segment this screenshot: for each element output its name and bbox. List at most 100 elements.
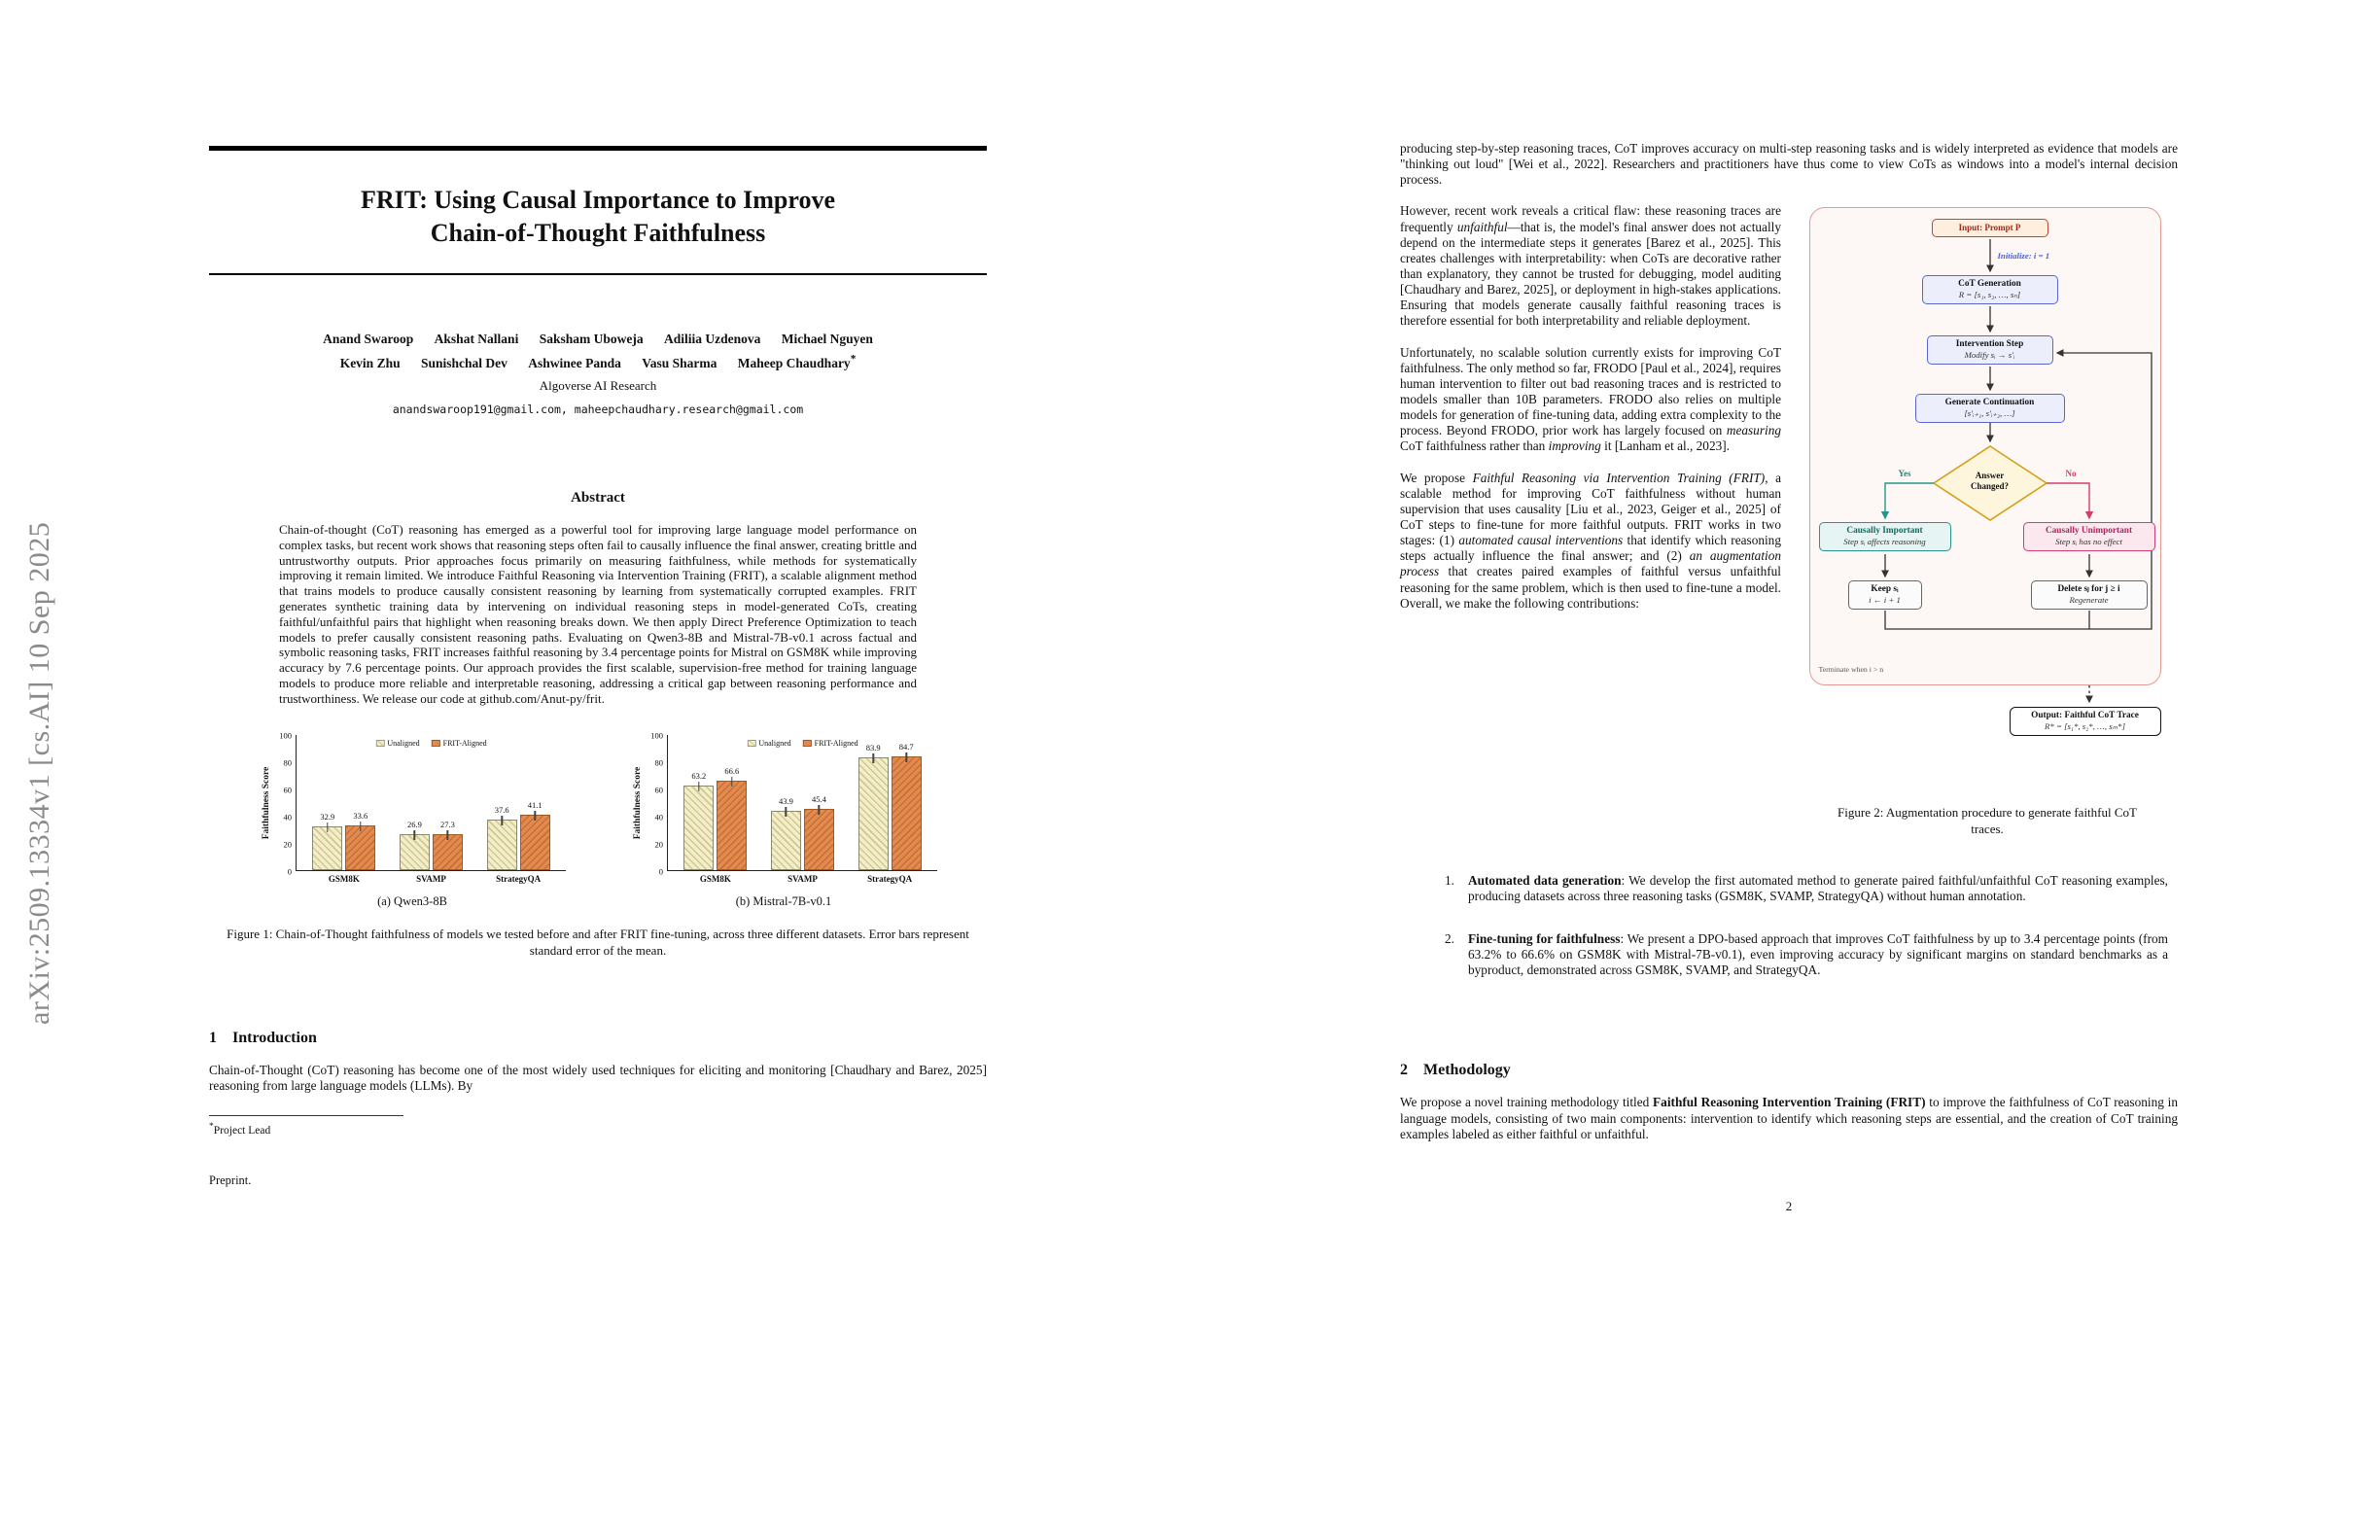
error-bar	[446, 829, 449, 840]
section-number: 1	[209, 1029, 217, 1046]
bar-value-label: 33.6	[353, 810, 368, 821]
plot-area: Unaligned FRIT-Aligned 63.2 66.6 GSM8K 43.9…	[667, 735, 937, 884]
author: Michael Nguyen	[781, 331, 873, 346]
bar-unaligned: 83.9	[858, 743, 889, 871]
x-tick-label: SVAMP	[788, 874, 818, 885]
error-bar	[534, 811, 536, 822]
flowchart-terminate-label: Terminate when i > n	[1818, 665, 1884, 675]
legend-entry-frit: FRIT-Aligned	[431, 739, 487, 748]
footnote: *Project Lead	[209, 1115, 987, 1137]
flowchart-decision-answer-changed: Answer Changed?	[1970, 471, 2009, 491]
bar-group-strategyqa: 37.6 41.1 StrategyQA	[486, 735, 550, 884]
author: Vasu Sharma	[642, 356, 718, 371]
bar-unaligned: 32.9	[312, 812, 343, 871]
preprint-label: Preprint.	[209, 1172, 252, 1187]
y-tick-label: 80	[283, 757, 293, 768]
y-tick-label: 60	[283, 785, 293, 795]
author-row-2: Kevin Zhu Sunishchal Dev Ashwinee Panda …	[209, 354, 987, 372]
flowchart-node-output: Output: Faithful CoT Trace R* = [s₁*, s₂*…	[2009, 707, 2161, 736]
chart-legend: Unaligned FRIT-Aligned	[743, 738, 862, 750]
bar-value-label: 66.6	[724, 765, 740, 776]
bar-value-label: 41.1	[527, 800, 542, 811]
bar-group-gsm8k: 63.2 66.6 GSM8K	[683, 735, 748, 884]
contributions-list: 1. Automated data generation: We develop…	[1445, 873, 2168, 979]
y-axis-label: Faithfulness Score	[262, 767, 271, 840]
bar-unaligned: 63.2	[683, 771, 715, 871]
y-tick-label: 60	[654, 785, 664, 795]
x-tick-label: GSM8K	[699, 874, 731, 885]
section-number: 2	[1400, 1062, 1408, 1079]
page-number: 2	[1785, 1198, 1793, 1213]
author-block: Anand Swaroop Akshat Nallani Saksham Ubo…	[209, 332, 987, 372]
error-bar	[698, 781, 700, 791]
flowchart-no-label: No	[2065, 469, 2077, 479]
bar-group-svamp: 43.9 45.4 SVAMP	[770, 735, 834, 884]
section-heading-methodology: 2 Methodology	[1400, 1062, 2178, 1079]
figure-1: Faithfulness Score 0 20 40 60 80 100 Unaligne…	[209, 731, 987, 959]
author: Adiliia Uzdenova	[663, 331, 761, 346]
author: Anand Swaroop	[323, 331, 414, 346]
flowchart-initialize-label: Initialize: i = 1	[1997, 251, 2050, 262]
bar-value-label: 37.6	[494, 805, 509, 816]
footnote-text: Project Lead	[213, 1124, 271, 1137]
y-tick-label: 0	[658, 866, 663, 877]
y-tick-label: 100	[279, 730, 292, 741]
list-item-contribution-2: 2. Fine-tuning for faithfulness: We pres…	[1445, 930, 2168, 978]
bar-value-label: 45.4	[812, 794, 826, 805]
bar-chart-qwen3-8b: Faithfulness Score 0 20 40 60 80 100 Unaligne…	[259, 731, 566, 909]
legend-entry-unaligned: Unaligned	[375, 739, 420, 748]
bar-groups: 32.9 33.6 GSM8K 26.9 27.3 SVAMP 37.6 41.1 Strate…	[297, 735, 566, 884]
y-axis-label: Faithfulness Score	[633, 767, 643, 840]
bar-group-strategyqa: 83.9 84.7 StrategyQA	[858, 735, 922, 884]
bar-frit-aligned: 41.1	[519, 800, 550, 871]
bar-unaligned: 37.6	[486, 805, 517, 871]
y-tick-label: 40	[283, 812, 293, 822]
flowchart-node-continuation: Generate Continuation [s′ᵢ₊₁, s′ᵢ₊₂, …]	[1914, 394, 2065, 423]
y-axis-ticks: 0 20 40 60 80 100	[646, 731, 667, 875]
flowchart-node-keep: Keep sᵢ i ← i + 1	[1847, 580, 1922, 610]
frit-swatch-icon	[431, 740, 440, 748]
author: Ashwinee Panda	[528, 356, 621, 371]
abstract-text: Chain-of-thought (CoT) reasoning has eme…	[279, 522, 917, 706]
paper-title-line1: FRIT: Using Causal Importance to Improve	[361, 186, 835, 214]
bar-unaligned: 26.9	[399, 820, 430, 871]
footnote-rule	[209, 1115, 403, 1116]
paragraph-cot-windows: producing step-by-step reasoning traces,…	[1400, 141, 2178, 188]
section-heading-introduction: 1 Introduction	[209, 1030, 987, 1047]
y-tick-label: 20	[283, 839, 293, 850]
bar-frit-aligned: 33.6	[345, 811, 376, 871]
author: Sunishchal Dev	[420, 356, 508, 371]
y-tick-label: 40	[654, 812, 664, 822]
right-page-column: producing step-by-step reasoning traces,…	[1400, 141, 2178, 1214]
intro-paragraph: Chain-of-Thought (CoT) reasoning has bec…	[209, 1062, 987, 1093]
bar-chart-mistral-7b: Faithfulness Score 0 20 40 60 80 100 Unaligne…	[630, 731, 937, 909]
error-bar	[731, 776, 733, 787]
bar-frit-aligned: 84.7	[891, 742, 922, 871]
bar-value-label: 26.9	[407, 820, 422, 830]
bar-value-label: 84.7	[898, 741, 914, 752]
paragraph-frit-proposal: We propose Faithful Reasoning via Interv…	[1400, 470, 1782, 611]
section-title: Introduction	[232, 1029, 317, 1046]
title-rule-bottom	[209, 272, 987, 275]
error-bar	[501, 816, 503, 826]
author: Maheep Chaudhary*	[737, 353, 857, 371]
error-bar	[785, 807, 788, 818]
error-bar	[360, 821, 362, 831]
footnote-marker: *	[209, 1121, 214, 1132]
left-page-column: FRIT: Using Causal Importance to Improve…	[209, 146, 987, 1188]
y-tick-label: 80	[654, 757, 664, 768]
title-rule-top	[209, 146, 987, 151]
y-tick-label: 20	[654, 839, 664, 850]
error-bar	[818, 805, 821, 816]
legend-entry-frit: FRIT-Aligned	[802, 739, 858, 748]
author: Kevin Zhu	[339, 356, 401, 371]
flowchart-yes-label: Yes	[1898, 469, 1911, 479]
paper-title-line2: Chain-of-Thought Faithfulness	[430, 218, 766, 247]
flowchart-node-causally-unimportant: Causally Unimportant Step sᵢ has no effec…	[2022, 522, 2155, 551]
bar-value-label: 83.9	[865, 742, 881, 752]
legend-entry-unaligned: Unaligned	[747, 739, 791, 748]
flowchart-node-delete-regenerate: Delete sⱼ for j ≥ i Regenerate	[2030, 580, 2148, 610]
x-tick-label: StrategyQA	[867, 874, 913, 885]
bar-group-svamp: 26.9 27.3 SVAMP	[399, 735, 463, 884]
abstract-heading: Abstract	[571, 490, 625, 507]
